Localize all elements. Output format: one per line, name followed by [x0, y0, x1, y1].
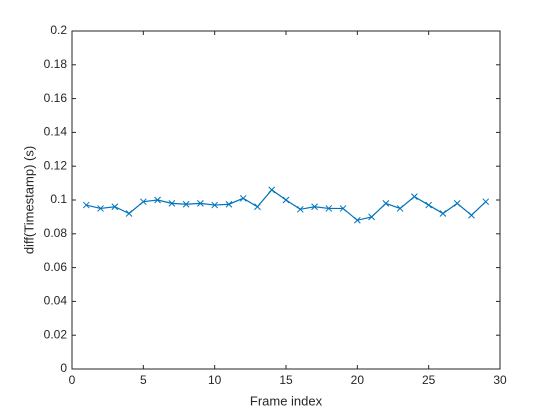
x-tick-label: 5	[140, 373, 147, 387]
data-point	[453, 200, 461, 207]
data-point	[411, 193, 418, 200]
x-axis-label: Frame index	[250, 393, 323, 408]
data-point	[97, 205, 104, 212]
data-point	[111, 203, 119, 211]
y-tick-label: 0.08	[44, 226, 68, 240]
data-point	[282, 196, 290, 204]
data-point	[311, 203, 318, 211]
data-point	[125, 210, 133, 217]
y-tick-label: 0.02	[44, 327, 68, 341]
data-point	[353, 216, 361, 224]
data-point	[225, 200, 233, 208]
y-tick-label: 0.12	[44, 158, 68, 172]
data-point	[382, 200, 390, 207]
y-tick-label: 0.1	[50, 192, 67, 206]
data-point	[468, 211, 475, 219]
data-point	[211, 201, 219, 209]
data-point	[197, 200, 204, 207]
data-point	[368, 213, 375, 221]
data-point	[139, 198, 147, 206]
x-tick-label: 20	[351, 373, 365, 387]
data-point	[325, 205, 333, 212]
data-point	[339, 205, 347, 212]
data-point	[254, 203, 261, 211]
data-point	[439, 210, 447, 217]
data-point	[82, 201, 90, 209]
data-point	[168, 200, 176, 207]
data-point	[482, 198, 490, 206]
y-tick-label: 0.06	[44, 260, 68, 274]
x-tick-label: 25	[422, 373, 436, 387]
data-point	[154, 196, 161, 204]
y-tick-label: 0.2	[50, 23, 67, 37]
x-tick-label: 10	[208, 373, 222, 387]
data-point	[296, 205, 304, 213]
y-tick-label: 0.18	[44, 57, 68, 71]
y-tick-label: 0	[60, 361, 67, 375]
y-tick-label: 0.04	[44, 294, 68, 308]
x-tick-label: 30	[493, 373, 507, 387]
data-point	[239, 194, 247, 202]
data-point	[425, 201, 433, 209]
x-tick-label: 15	[279, 373, 293, 387]
y-tick-label: 0.16	[44, 91, 68, 105]
data-point	[182, 200, 190, 208]
x-tick-label: 0	[69, 373, 76, 387]
y-axis-label: diff(Timestamp) (s)	[21, 146, 36, 254]
data-point	[396, 205, 404, 212]
y-tick-label: 0.14	[44, 125, 68, 139]
data-point	[268, 186, 276, 194]
